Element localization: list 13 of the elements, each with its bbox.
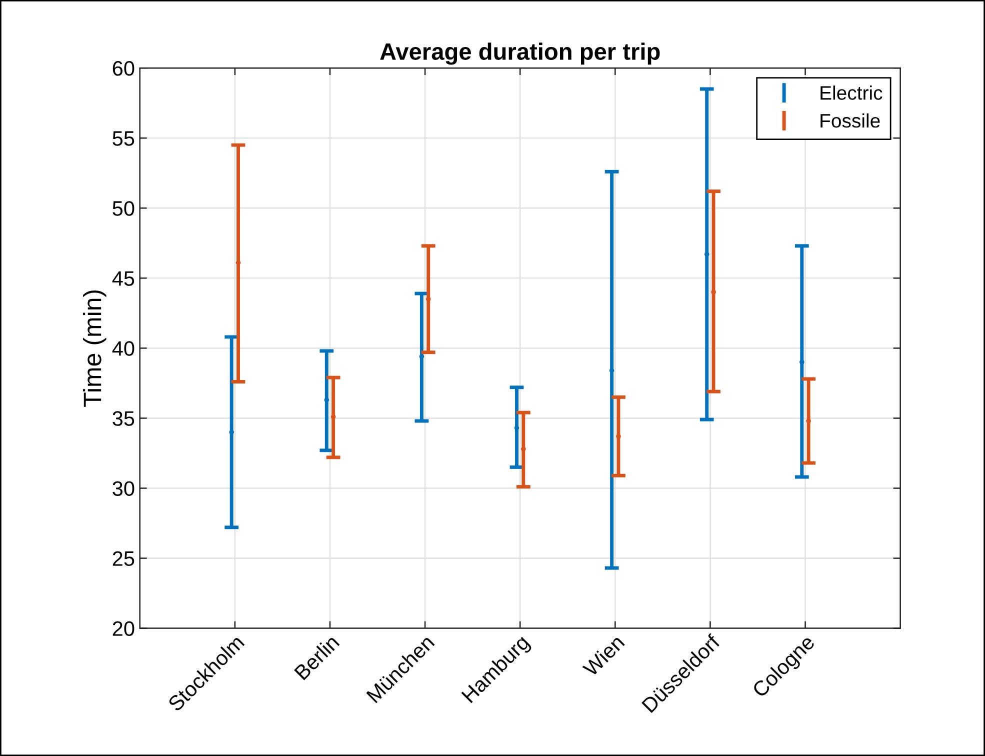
legend-label: Electric	[820, 86, 882, 100]
y-tick-label: 45	[112, 271, 134, 286]
y-tick-label: 35	[112, 411, 134, 426]
y-tick-label: 50	[112, 201, 134, 216]
y-tick-label: 60	[112, 61, 134, 76]
legend-label: Fossile	[820, 113, 880, 128]
y-tick-label: 30	[112, 481, 134, 496]
y-tick-label: 25	[112, 551, 134, 566]
y-tick-label: 20	[112, 621, 134, 636]
chart-title: Average duration per trip	[380, 42, 660, 65]
y-tick-label: 55	[112, 131, 134, 146]
y-tick-label: 40	[112, 341, 134, 356]
y-axis-title: Time (min)	[82, 290, 106, 407]
